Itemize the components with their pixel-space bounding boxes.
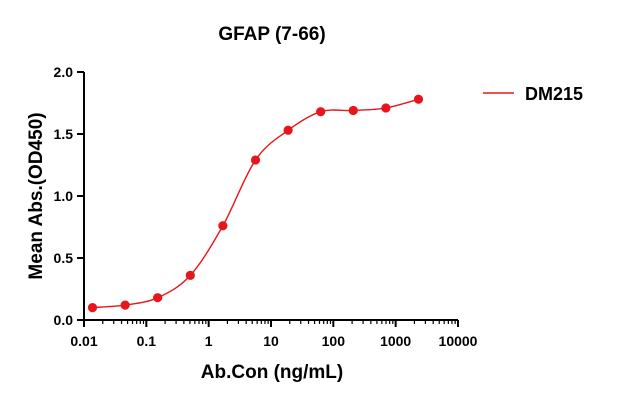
x-tick-label: 1000 bbox=[380, 333, 411, 349]
data-point bbox=[87, 303, 98, 313]
data-point bbox=[153, 293, 163, 303]
legend: DM215 bbox=[483, 84, 583, 104]
y-tick-label: 1.5 bbox=[54, 126, 74, 142]
y-tick-label: 1.0 bbox=[54, 188, 74, 204]
y-axis-ticks: 0.0 0.5 1.0 1.5 2.0 bbox=[54, 64, 84, 328]
legend-label-dm215: DM215 bbox=[525, 84, 583, 104]
chart-title: GFAP (7-66) bbox=[218, 24, 325, 45]
x-tick-label: 0.01 bbox=[70, 333, 97, 349]
data-point bbox=[348, 105, 358, 116]
x-tick-label: 0.1 bbox=[137, 333, 157, 349]
x-tick-label: 100 bbox=[322, 333, 346, 349]
y-tick-label: 0.0 bbox=[54, 312, 74, 328]
data-point bbox=[283, 125, 293, 135]
data-point bbox=[413, 94, 424, 104]
y-axis-label: Mean Abs.(OD450) bbox=[26, 112, 47, 279]
x-tick-label: 10 bbox=[263, 333, 279, 349]
data-point bbox=[250, 155, 261, 165]
data-point bbox=[120, 300, 130, 310]
data-point bbox=[316, 107, 326, 117]
data-points bbox=[87, 94, 424, 313]
x-axis-label: Ab.Con (ng/mL) bbox=[201, 362, 343, 383]
y-tick-label: 2.0 bbox=[54, 64, 74, 80]
series-fit-curve bbox=[92, 98, 419, 309]
y-tick-label: 0.5 bbox=[54, 250, 74, 266]
data-point bbox=[218, 221, 228, 231]
x-axis-ticks: 0.01 0.1 1 10 100 1000 10000 bbox=[70, 320, 478, 349]
data-point bbox=[381, 103, 391, 113]
x-tick-label: 1 bbox=[205, 333, 213, 349]
x-tick-label: 10000 bbox=[439, 333, 478, 349]
data-point bbox=[185, 270, 195, 280]
